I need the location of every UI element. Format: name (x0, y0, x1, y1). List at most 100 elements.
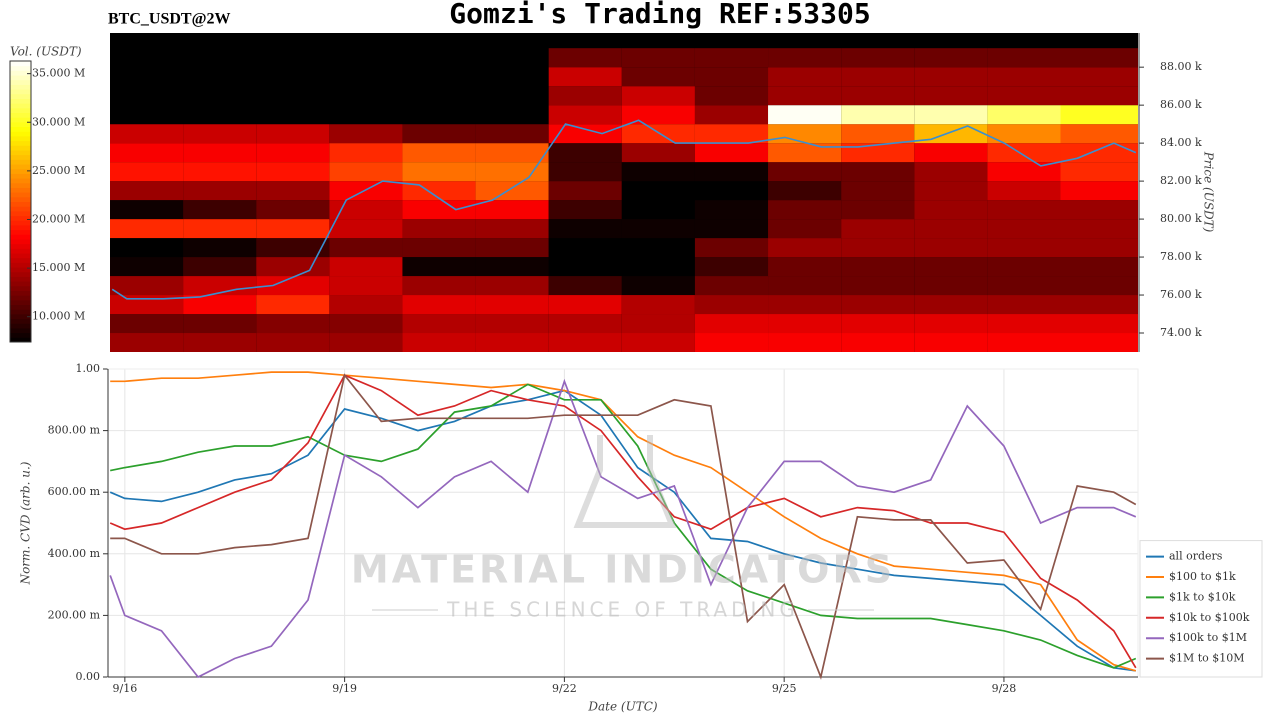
heatmap-cell (694, 124, 769, 144)
heatmap-cell (548, 238, 622, 258)
y-tick-label: 82.00 k (1160, 174, 1202, 187)
colorbar-step (10, 192, 31, 198)
colorbar-step (10, 112, 31, 118)
heatmap-cell (914, 257, 988, 277)
heatmap-cell (768, 219, 842, 239)
colorbar-tick-label: 20.000 M (32, 212, 85, 225)
colorbar-step (10, 196, 31, 202)
page-title: Gomzi's Trading REF:53305 (449, 0, 870, 30)
x-tick-label: 9/25 (772, 682, 797, 695)
heatmap-cell (329, 200, 403, 220)
heatmap-cell (694, 143, 769, 163)
series-line (110, 373, 1137, 680)
heatmap-cell (329, 48, 403, 68)
heatmap-cell (183, 333, 257, 352)
heatmap-cell (329, 162, 403, 182)
heatmap-cell (621, 238, 695, 258)
y-tick-label: 80.00 k (1160, 212, 1202, 225)
colorbar-step (10, 131, 31, 137)
heatmap-cell (548, 295, 622, 315)
heatmap-cell (475, 200, 549, 220)
heatmap-cell (329, 276, 403, 296)
heatmap-cell (914, 238, 988, 258)
heatmap-cell (987, 181, 1061, 201)
colorbar-label: Vol. (USDT) (10, 45, 82, 59)
heatmap-cell (914, 67, 988, 87)
heatmap-cell (475, 257, 549, 277)
heatmap-cell (548, 314, 622, 334)
heatmap-cell (402, 276, 476, 296)
legend-label: $100 to $1k (1169, 570, 1236, 583)
watermark-logo (573, 435, 677, 528)
heatmap-cell (256, 200, 330, 220)
heatmap-cell (768, 48, 842, 68)
y-tick-label: 800.00 m (48, 424, 101, 437)
heatmap-cell (183, 181, 257, 201)
heatmap-cell (1060, 181, 1138, 201)
heatmap-cell (1060, 162, 1138, 182)
colorbar-step (10, 318, 31, 324)
heatmap-cell (914, 181, 988, 201)
heatmap-cell (914, 86, 988, 106)
colorbar-step (10, 229, 31, 235)
heatmap-cell (402, 257, 476, 277)
heatmap-cell (768, 105, 842, 125)
heatmap-cell (475, 314, 549, 334)
heatmap-cell (987, 143, 1061, 163)
colorbar-step (10, 210, 31, 217)
heatmap-cell (987, 105, 1061, 125)
heatmap-cell (256, 162, 330, 182)
heatmap-cell (183, 162, 257, 182)
heatmap-cell (548, 143, 622, 163)
heatmap-cell (110, 162, 184, 182)
heatmap-cell (694, 162, 769, 182)
heatmap-cell (402, 105, 476, 125)
colorbar-step (10, 290, 31, 296)
colorbar-step (10, 262, 31, 268)
heatmap-cell (694, 333, 769, 352)
heatmap-cell (1060, 105, 1138, 125)
heatmap-cell (475, 181, 549, 201)
colorbar-tick-label: 30.000 M (32, 115, 85, 128)
y-tick-label: 0.00 (76, 670, 101, 683)
y-tick-label: 600.00 m (48, 485, 101, 498)
heatmap-cell (110, 238, 184, 258)
colorbar-step (10, 243, 31, 249)
colorbar-step (10, 248, 31, 254)
heatmap-cell (768, 333, 842, 352)
x-tick-label: 9/19 (332, 682, 357, 695)
heatmap-layer: 74.00 k 76.00 k 78.00 k 80.00 k 82.00 k 84.00… (9, 33, 1202, 352)
heatmap-cell (1060, 48, 1138, 68)
price-axis-label: Price (USDT) (1202, 151, 1216, 233)
colorbar-step (10, 89, 31, 95)
heatmap-cell (548, 67, 622, 87)
colorbar-step (10, 304, 31, 310)
heatmap-cell (694, 67, 769, 87)
heatmap-cell (1060, 257, 1138, 277)
colorbar-step (10, 75, 31, 81)
colorbar-step (10, 253, 31, 259)
heatmap-cell (914, 295, 988, 315)
x-axis-label: Date (UTC) (587, 700, 657, 714)
heatmap-cell (841, 162, 915, 182)
heatmap-cell (548, 200, 622, 220)
heatmap-cell (914, 276, 988, 296)
colorbar-step (10, 178, 31, 184)
y-tick-label: 200.00 m (48, 608, 101, 621)
heatmap-cell (621, 219, 695, 239)
colorbar-step (10, 257, 31, 263)
colorbar-step (10, 126, 31, 132)
heatmap-cell (1060, 219, 1138, 239)
heatmap-cell (987, 124, 1061, 144)
heatmap-cell (475, 143, 549, 163)
heatmap-cell (475, 105, 549, 125)
heatmap-cell (110, 48, 184, 68)
colorbar-step (10, 79, 31, 85)
heatmap-cell (694, 86, 769, 106)
heatmap-cell (621, 48, 695, 68)
heatmap-cell (110, 276, 184, 296)
colorbar-step (10, 276, 31, 282)
colorbar-frame (9, 60, 32, 343)
heatmap-cell (841, 257, 915, 277)
x-tick-label: 9/28 (992, 682, 1017, 695)
